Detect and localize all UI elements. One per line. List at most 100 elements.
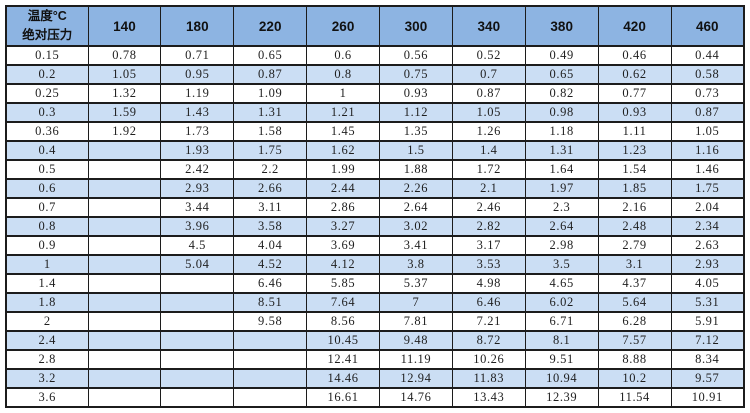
value-cell: 4.52 — [233, 254, 308, 275]
value-cell: 1.54 — [597, 159, 672, 180]
value-cell: 7.57 — [597, 330, 672, 351]
value-cell: 0.7 — [451, 64, 526, 85]
table-row: 0.25 1.32 1.19 1.09 1 0.93 0.87 0.82 0.77 0.73 — [5, 83, 745, 104]
value-cell: 1.46 — [670, 159, 745, 180]
value-cell — [87, 368, 162, 389]
value-cell — [87, 330, 162, 351]
value-cell: 4.05 — [670, 273, 745, 294]
value-cell — [87, 292, 162, 313]
pressure-cell: 0.7 — [5, 197, 89, 218]
value-cell — [160, 349, 235, 370]
value-cell: 1.05 — [87, 64, 162, 85]
value-cell: 0.87 — [451, 83, 526, 104]
value-cell: 1.43 — [160, 102, 235, 123]
value-cell: 2.48 — [597, 216, 672, 237]
value-cell: 4.65 — [524, 273, 599, 294]
pressure-cell: 0.4 — [5, 140, 89, 161]
value-cell: 5.04 — [160, 254, 235, 275]
pressure-cell: 3.2 — [5, 368, 89, 389]
pressure-cell: 0.5 — [5, 159, 89, 180]
value-cell: 1.75 — [233, 140, 308, 161]
value-cell: 1 — [306, 83, 380, 104]
value-cell: 0.87 — [670, 102, 745, 123]
value-cell: 0.98 — [524, 102, 599, 123]
value-cell: 4.37 — [597, 273, 672, 294]
value-cell: 6.71 — [524, 311, 599, 332]
column-header: 260 — [306, 5, 380, 47]
value-cell: 7.81 — [379, 311, 453, 332]
value-cell: 1.45 — [306, 121, 380, 142]
value-cell: 6.02 — [524, 292, 599, 313]
pressure-temperature-table: 温度°C 绝对压力 140 180 220 260 300 340 380 420 460 0.… — [5, 5, 745, 408]
value-cell: 2.63 — [670, 235, 745, 256]
table-row: 0.4 1.93 1.75 1.62 1.5 1.4 1.31 1.23 1.16 — [5, 140, 745, 161]
value-cell: 10.2 — [597, 368, 672, 389]
value-cell: 8.34 — [670, 349, 745, 370]
value-cell: 14.76 — [379, 387, 453, 408]
value-cell — [87, 178, 162, 199]
value-cell: 1.73 — [160, 121, 235, 142]
value-cell — [87, 197, 162, 218]
column-header: 340 — [451, 5, 526, 47]
table-body: 0.15 0.78 0.71 0.65 0.6 0.56 0.52 0.49 0.46 0.44 0… — [5, 45, 745, 408]
value-cell — [233, 387, 308, 408]
value-cell: 7.21 — [451, 311, 526, 332]
value-cell: 1.88 — [379, 159, 453, 180]
value-cell — [87, 273, 162, 294]
value-cell: 12.39 — [524, 387, 599, 408]
value-cell: 1.93 — [160, 140, 235, 161]
pressure-cell: 1 — [5, 254, 89, 275]
value-cell — [87, 216, 162, 237]
value-cell: 1.62 — [306, 140, 380, 161]
value-cell: 0.8 — [306, 64, 380, 85]
value-cell: 1.97 — [524, 178, 599, 199]
value-cell: 1.58 — [233, 121, 308, 142]
table-row: 0.7 3.44 3.11 2.86 2.64 2.46 2.3 2.16 2.04 — [5, 197, 745, 218]
value-cell: 5.31 — [670, 292, 745, 313]
value-cell: 1.12 — [379, 102, 453, 123]
value-cell: 1.99 — [306, 159, 380, 180]
value-cell: 0.78 — [87, 45, 162, 66]
pressure-cell: 3.6 — [5, 387, 89, 408]
value-cell: 3.02 — [379, 216, 453, 237]
value-cell: 2.79 — [597, 235, 672, 256]
value-cell — [160, 387, 235, 408]
value-cell: 1.5 — [379, 140, 453, 161]
value-cell: 7.64 — [306, 292, 380, 313]
value-cell: 4.12 — [306, 254, 380, 275]
temperature-unit-label: 温度°C — [27, 9, 67, 24]
value-cell: 1.26 — [451, 121, 526, 142]
value-cell — [233, 330, 308, 351]
table-row: 0.2 1.05 0.95 0.87 0.8 0.75 0.7 0.65 0.62 0.58 — [5, 64, 745, 85]
value-cell: 3.11 — [233, 197, 308, 218]
value-cell: 1.09 — [233, 83, 308, 104]
value-cell: 1.85 — [597, 178, 672, 199]
value-cell: 9.58 — [233, 311, 308, 332]
value-cell: 1.23 — [597, 140, 672, 161]
value-cell: 9.57 — [670, 368, 745, 389]
value-cell: 1.92 — [87, 121, 162, 142]
value-cell — [233, 349, 308, 370]
pressure-cell: 2.4 — [5, 330, 89, 351]
value-cell: 0.49 — [524, 45, 599, 66]
value-cell: 0.6 — [306, 45, 380, 66]
value-cell: 0.46 — [597, 45, 672, 66]
column-header: 220 — [233, 5, 308, 47]
value-cell: 7.12 — [670, 330, 745, 351]
value-cell — [87, 140, 162, 161]
value-cell — [87, 311, 162, 332]
value-cell — [87, 387, 162, 408]
table-row: 0.8 3.96 3.58 3.27 3.02 2.82 2.64 2.48 2.34 — [5, 216, 745, 237]
table-row: 0.3 1.59 1.43 1.31 1.21 1.12 1.05 0.98 0.93 0.87 — [5, 102, 745, 123]
value-cell: 1.18 — [524, 121, 599, 142]
value-cell: 10.91 — [670, 387, 745, 408]
absolute-pressure-label: 绝对压力 — [22, 28, 73, 42]
value-cell: 2.66 — [233, 178, 308, 199]
value-cell: 0.95 — [160, 64, 235, 85]
value-cell: 3.53 — [451, 254, 526, 275]
value-cell: 8.72 — [451, 330, 526, 351]
value-cell: 11.19 — [379, 349, 453, 370]
value-cell — [87, 159, 162, 180]
value-cell — [160, 330, 235, 351]
